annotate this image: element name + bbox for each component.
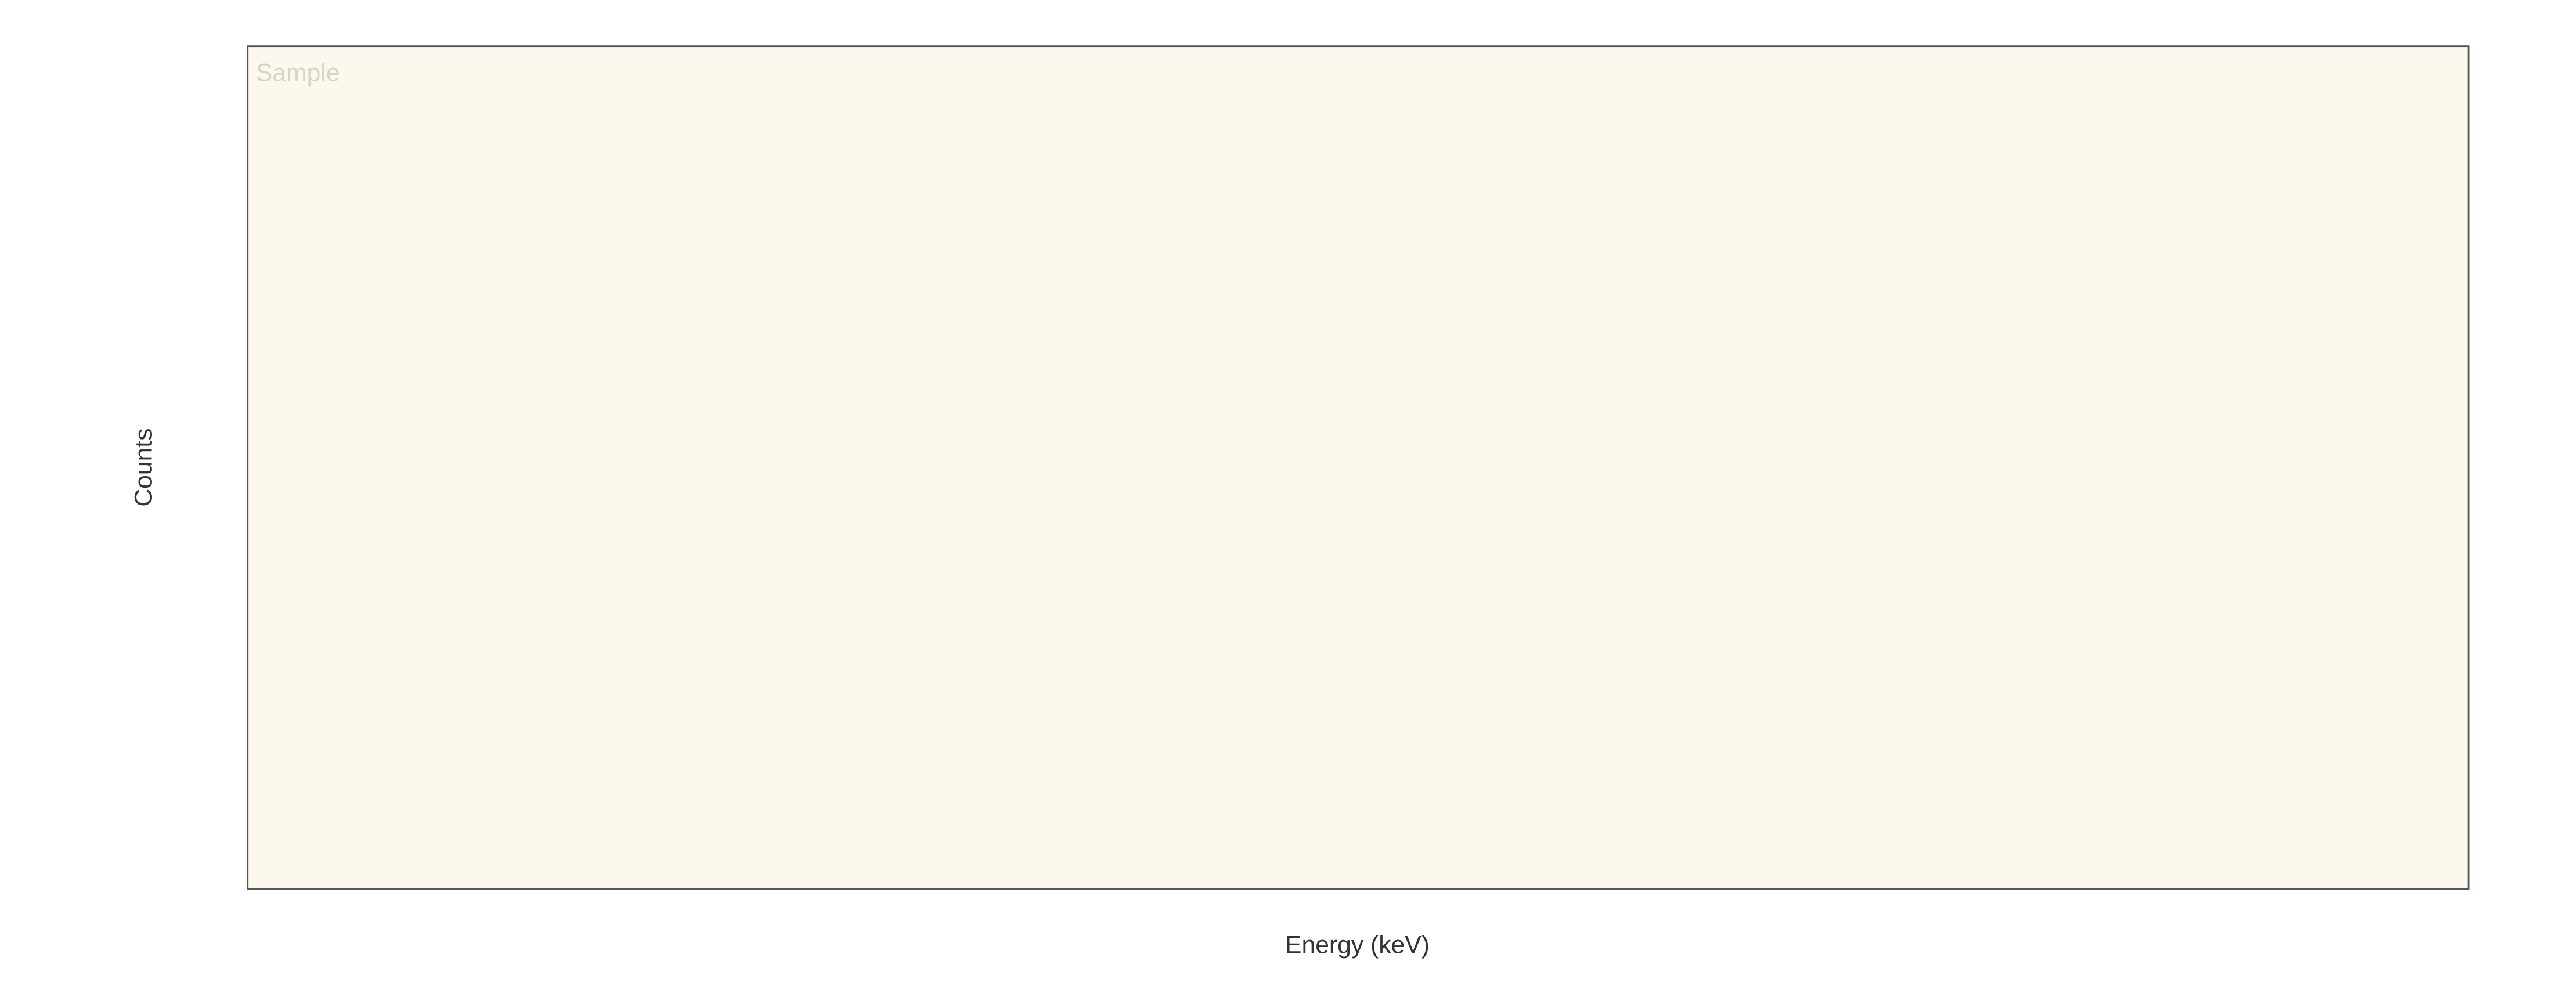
plot-frame [247,45,2470,890]
y-axis-label: Counts [130,429,158,507]
watermark: Sample [256,59,340,87]
x-axis-label: Energy (keV) [1285,931,1430,959]
plot-background [247,46,2469,889]
